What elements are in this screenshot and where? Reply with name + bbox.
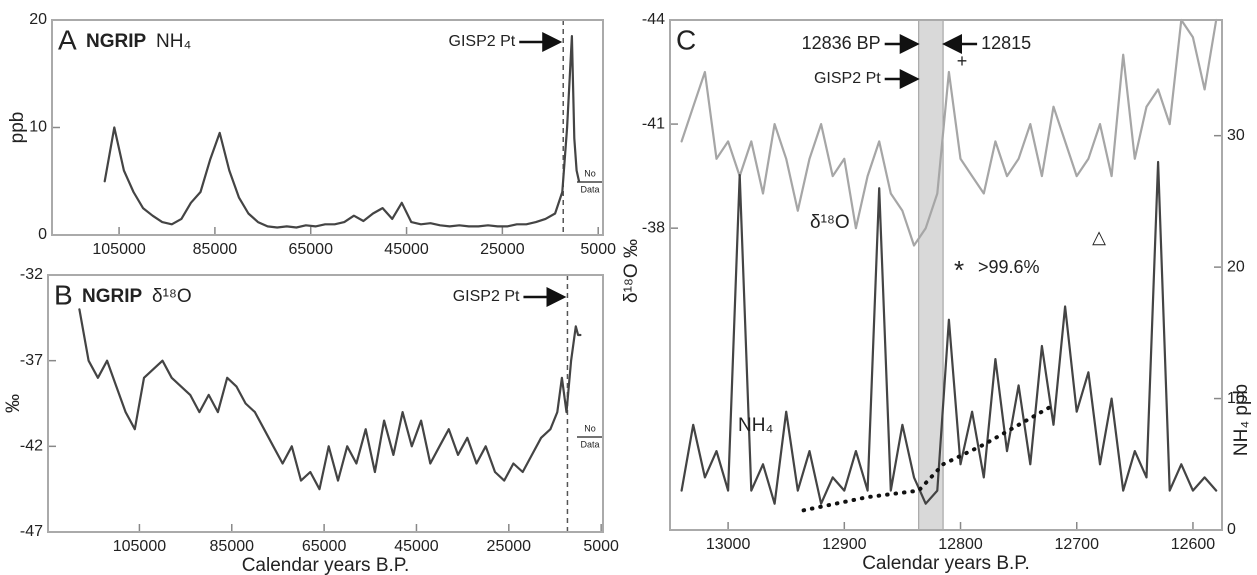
plot-area: [48, 275, 603, 532]
x-tick-label: 12900: [822, 536, 867, 553]
y-tick-label: 20: [29, 11, 47, 28]
series-label: δ¹⁸O: [810, 212, 850, 233]
x-tick-label: 12700: [1054, 536, 1099, 553]
panel-title: NGRIP: [86, 31, 147, 52]
panel-subtitle: δ¹⁸O: [152, 286, 192, 307]
annotation: +: [957, 51, 968, 71]
reference-label: GISP2 Pt: [449, 33, 516, 50]
series-line: [680, 18, 1218, 247]
series-label: NH₄: [738, 415, 773, 436]
x-tick-label: 5000: [583, 538, 619, 555]
y-axis-label: ppb: [7, 112, 28, 144]
x-tick-label: 45000: [394, 538, 439, 555]
frame: [47, 274, 604, 533]
reference-label: GISP2 Pt: [453, 288, 520, 305]
panel-title: NGRIP: [82, 286, 143, 307]
y2-tick-label: 20: [1227, 258, 1245, 275]
y-tick-label: 0: [38, 226, 47, 243]
x-tick-label: 5000: [580, 241, 616, 258]
y-tick-label: -37: [20, 352, 43, 369]
y2-tick-label: 10: [1227, 390, 1245, 407]
y-tick-label: -32: [20, 266, 43, 283]
y-tick-label: 10: [29, 119, 47, 136]
x-tick-label: 105000: [92, 241, 145, 258]
band-label: 12836 BP: [802, 33, 881, 53]
y-tick-label: -38: [642, 219, 665, 236]
y-tick-label: -47: [20, 523, 43, 540]
x-tick-label: 85000: [193, 241, 238, 258]
no-data-label: Data: [580, 184, 599, 194]
y2-tick-label: 0: [1227, 521, 1236, 538]
y-tick-label: -44: [642, 11, 665, 28]
x-tick-label: 65000: [288, 241, 333, 258]
annotation: △: [1092, 227, 1106, 247]
x-tick-label: 85000: [210, 538, 255, 555]
annotation: >99.6%: [978, 257, 1040, 277]
x-tick-label: 105000: [113, 538, 166, 555]
panel-letter: C: [676, 24, 696, 55]
x-tick-label: 13000: [706, 536, 751, 553]
x-axis-label: Calendar years B.P.: [242, 555, 410, 575]
y-axis-label: δ¹⁸O ‰: [621, 239, 642, 303]
frame: [51, 19, 604, 236]
x-tick-label: 25000: [480, 241, 525, 258]
no-data-label: No: [584, 168, 596, 178]
frame: [669, 19, 1223, 531]
data-line: [78, 308, 582, 491]
trend-line: [801, 403, 1056, 513]
y2-tick-label: 30: [1227, 127, 1245, 144]
x-tick-label: 25000: [487, 538, 532, 555]
reference-label: GISP2 Pt: [814, 70, 881, 87]
y2-axis-label: NH₄ ppb: [1231, 384, 1252, 456]
y-tick-label: -41: [642, 115, 665, 132]
data-line: [103, 35, 581, 229]
series-line: [680, 160, 1218, 505]
annotation: *: [954, 255, 964, 285]
x-tick-label: 45000: [384, 241, 429, 258]
no-data-label: Data: [580, 439, 599, 449]
no-data-label: No: [584, 423, 596, 433]
x-tick-label: 12600: [1171, 536, 1216, 553]
highlight-band: [918, 19, 944, 531]
band-label: 12815: [981, 33, 1031, 53]
x-tick-label: 12800: [938, 536, 983, 553]
x-axis-label: Calendar years B.P.: [862, 553, 1030, 574]
panel-letter: A: [58, 24, 77, 55]
panel-subtitle: NH₄: [156, 31, 191, 52]
y-tick-label: -42: [20, 438, 43, 455]
y-axis-label: ‰: [3, 394, 24, 413]
plot-area: [52, 20, 603, 235]
x-tick-label: 65000: [302, 538, 347, 555]
panel-letter: B: [54, 279, 73, 310]
